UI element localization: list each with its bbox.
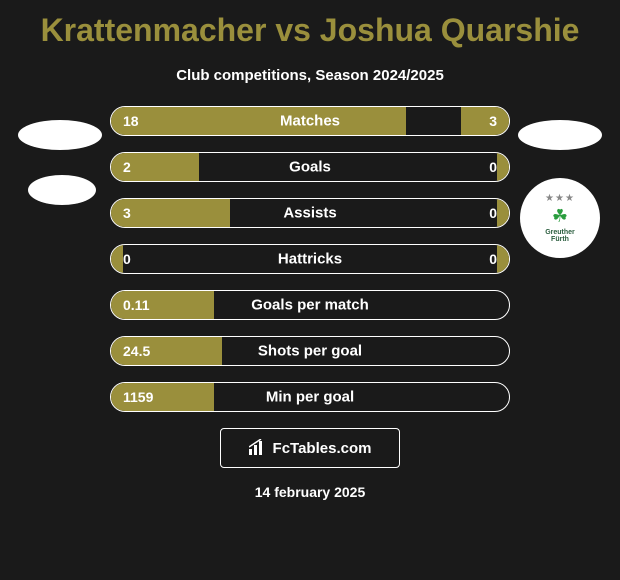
stat-row: 0.11 Goals per match xyxy=(110,290,510,320)
comparison-title: Krattenmacher vs Joshua Quarshie xyxy=(0,0,620,49)
stats-container: 18 Matches 3 2 Goals 0 3 Assists 0 0 Hattricks 0 0.1… xyxy=(110,106,510,412)
stat-row: 18 Matches 3 xyxy=(110,106,510,136)
stars-icon: ★★★ xyxy=(545,193,575,204)
stat-row: 24.5 Shots per goal xyxy=(110,336,510,366)
badge-text-line1: Greuther xyxy=(545,229,575,236)
footer-logo: FcTables.com xyxy=(220,428,400,468)
badge-text-line2: Fürth xyxy=(551,236,569,243)
stat-value-left: 24.5 xyxy=(123,343,150,359)
player-right-badge: ★★★ ☘ Greuther Fürth xyxy=(520,178,600,258)
stat-bar-right xyxy=(497,199,509,227)
stat-row: 3 Assists 0 xyxy=(110,198,510,228)
stat-bar-left xyxy=(111,245,123,273)
stat-label: Hattricks xyxy=(278,251,342,268)
stat-value-left: 2 xyxy=(123,159,131,175)
clover-icon: ☘ xyxy=(552,206,568,227)
stat-value-right: 3 xyxy=(489,113,497,129)
stat-bar-left xyxy=(111,107,406,135)
stat-label: Goals xyxy=(289,159,331,176)
stat-label: Goals per match xyxy=(251,297,369,314)
stat-value-left: 3 xyxy=(123,205,131,221)
stat-bar-right xyxy=(461,107,509,135)
stat-bar-right xyxy=(497,245,509,273)
stat-label: Shots per goal xyxy=(258,343,362,360)
stat-label: Assists xyxy=(283,205,336,222)
footer-text: FcTables.com xyxy=(273,440,372,457)
stat-value-right: 0 xyxy=(489,251,497,267)
stat-label: Matches xyxy=(280,113,340,130)
stat-value-left: 0.11 xyxy=(123,297,149,313)
stat-value-right: 0 xyxy=(489,159,497,175)
player-left-badge xyxy=(28,175,96,243)
stat-bar-right xyxy=(497,153,509,181)
chart-icon xyxy=(249,439,267,458)
ellipse-shape xyxy=(18,120,102,150)
stat-value-left: 18 xyxy=(123,113,139,129)
stat-row: 0 Hattricks 0 xyxy=(110,244,510,274)
ellipse-shape xyxy=(28,175,96,205)
date-label: 14 february 2025 xyxy=(0,484,620,500)
stat-row: 1159 Min per goal xyxy=(110,382,510,412)
stat-value-left: 1159 xyxy=(123,389,153,405)
ellipse-shape xyxy=(518,120,602,150)
subtitle: Club competitions, Season 2024/2025 xyxy=(0,67,620,84)
stat-row: 2 Goals 0 xyxy=(110,152,510,182)
stat-label: Min per goal xyxy=(266,389,354,406)
stat-value-left: 0 xyxy=(123,251,131,267)
club-badge: ★★★ ☘ Greuther Fürth xyxy=(520,178,600,258)
stat-value-right: 0 xyxy=(489,205,497,221)
